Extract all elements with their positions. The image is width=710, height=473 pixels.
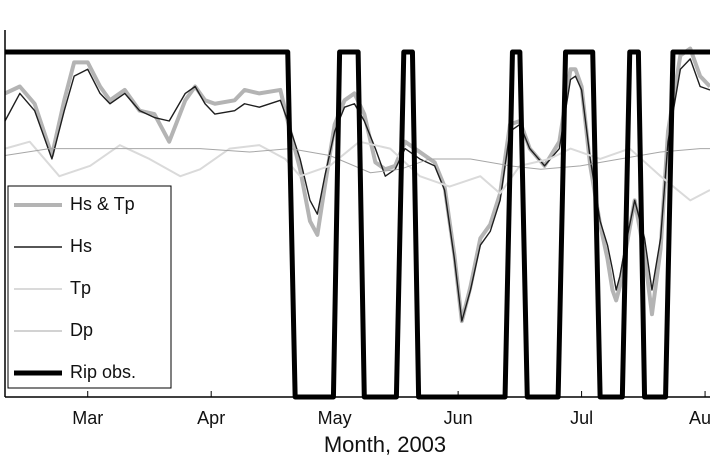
x-tick-label: May (318, 408, 352, 428)
legend: Hs & Tp Hs Tp Dp Rip obs. (7, 185, 172, 389)
x-tick-label: Mar (72, 408, 103, 428)
x-tick-label: Jul (570, 408, 593, 428)
legend-label: Dp (70, 320, 93, 340)
x-tick-label: Apr (197, 408, 225, 428)
plot-area (4, 46, 710, 400)
x-axis-label: Month, 2003 (324, 432, 446, 457)
legend-label: Hs (70, 236, 92, 256)
legend-label: Rip obs. (70, 362, 136, 382)
legend-label: Tp (70, 278, 91, 298)
legend-box (7, 185, 172, 389)
legend-label: Hs & Tp (70, 194, 135, 214)
series-line (4, 46, 710, 324)
series-line (5, 49, 710, 400)
x-tick-label: Aug (689, 408, 710, 428)
series-line (4, 58, 710, 322)
x-tick-label: Jun (444, 408, 473, 428)
